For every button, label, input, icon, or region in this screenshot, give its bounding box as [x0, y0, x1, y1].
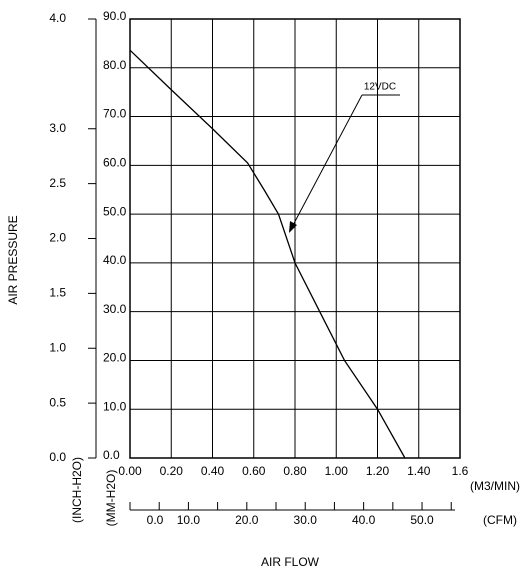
x-tick-label: 1.40 [407, 464, 431, 478]
y2-tick-label: 2.0 [49, 231, 66, 245]
y2-tick-label: 0.0 [49, 450, 66, 464]
x2-tick-label: 0.0 [147, 513, 164, 527]
x-tick-label: 0.20 [160, 464, 184, 478]
y-unit: (MM-H2O) [104, 470, 118, 527]
x-tick-label: 1.00 [325, 464, 349, 478]
y-tick-label: 40.0 [103, 253, 127, 267]
y-tick-label: 50.0 [103, 204, 127, 218]
x-tick-label: 0.80 [283, 464, 307, 478]
annotation-arrow [290, 94, 363, 230]
x-axis-label: AIR FLOW [261, 555, 320, 569]
x2-tick-label: 30.0 [294, 513, 318, 527]
y-tick-label: 0.0 [103, 448, 120, 462]
y2-tick-label: 0.5 [49, 395, 66, 409]
x2-tick-label: 10.0 [177, 513, 201, 527]
x2-unit: (CFM) [483, 513, 517, 527]
x-tick-label: 0.00 [118, 464, 142, 478]
x-tick-label: 0.40 [201, 464, 225, 478]
y-tick-label: 90.0 [103, 9, 127, 23]
y2-tick-label: 1.0 [49, 340, 66, 354]
y-tick-label: 80.0 [103, 58, 127, 72]
x2-tick-label: 50.0 [410, 513, 434, 527]
y-axis-label: AIR PRESSURE [6, 215, 20, 304]
x-tick-label: 1.20 [366, 464, 390, 478]
y-tick-label: 60.0 [103, 156, 127, 170]
y-tick-label: 10.0 [103, 399, 127, 413]
x-tick-label: 0.60 [242, 464, 266, 478]
y2-tick-label: 1.5 [49, 286, 66, 300]
y-tick-label: 30.0 [103, 302, 127, 316]
y2-tick-label: 2.5 [49, 176, 66, 190]
curve [129, 49, 406, 459]
annotation: 12VDC [364, 82, 396, 93]
y2-unit: (INCH-H2O) [70, 457, 84, 523]
y2-tick-label: 4.0 [49, 11, 66, 25]
y2-tick-label: 3.0 [49, 121, 66, 135]
y-tick-label: 70.0 [103, 107, 127, 121]
arrow-head [289, 221, 297, 233]
x-tick-label: 1.6 [452, 464, 469, 478]
y-tick-label: 20.0 [103, 351, 127, 365]
x2-tick-label: 40.0 [352, 513, 376, 527]
x2-tick-label: 20.0 [235, 513, 259, 527]
x-unit: (M3/MIN) [470, 479, 520, 493]
